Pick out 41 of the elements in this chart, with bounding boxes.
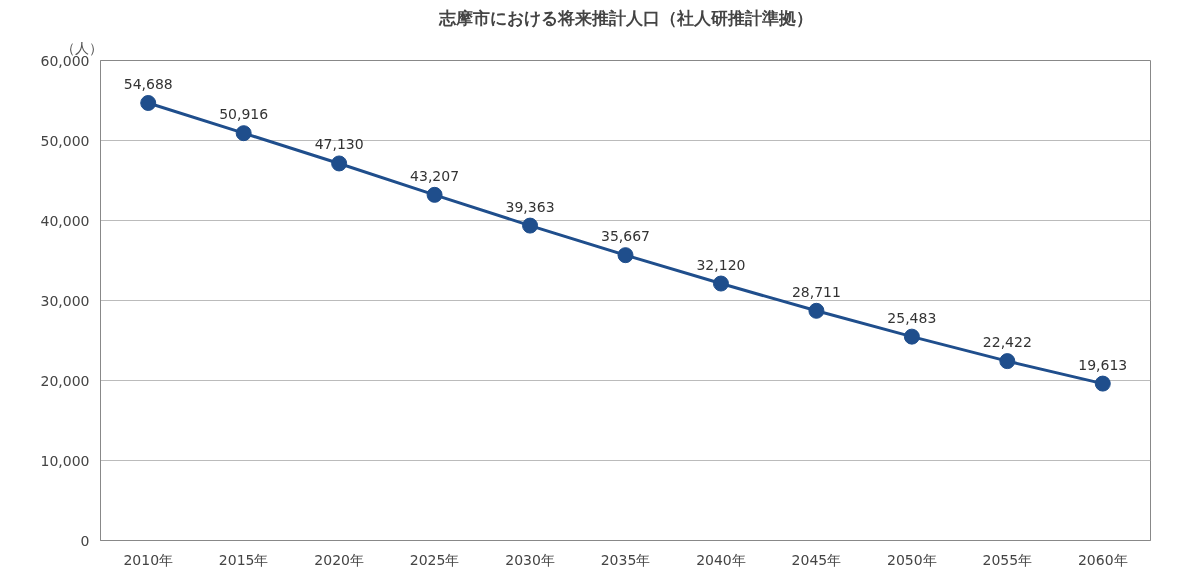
text: 19,613 xyxy=(1078,356,1128,373)
point xyxy=(426,186,443,203)
point xyxy=(1094,375,1111,392)
x-tick-label: 2015年 xyxy=(218,551,269,568)
text: 28,711 xyxy=(791,283,841,300)
x-tick-label: 2010年 xyxy=(123,551,174,568)
x-tick-label: 2025年 xyxy=(409,551,460,568)
y-tick-label: 40,000 xyxy=(40,212,90,229)
text: 25,483 xyxy=(887,309,937,326)
x-tick-label: 2040年 xyxy=(696,551,746,568)
y-tick-label: 30,000 xyxy=(40,292,90,309)
point xyxy=(617,247,634,264)
x-tick-label: 2030年 xyxy=(505,551,555,568)
point xyxy=(999,353,1016,370)
chart-title: 志摩市における将来推計人口（社人研推計準拠） xyxy=(437,7,813,28)
text: 22,422 xyxy=(982,334,1032,351)
text: 39,363 xyxy=(505,198,555,215)
point xyxy=(235,125,252,142)
point xyxy=(712,275,729,292)
x-tick-label: 2020年 xyxy=(314,551,364,568)
text: 32,120 xyxy=(696,256,746,273)
y-tick-label: 0 xyxy=(80,532,90,549)
x-tick-label: 2055年 xyxy=(982,551,1033,568)
x-tick-label: 2045年 xyxy=(791,551,842,568)
y-tick-label: 50,000 xyxy=(40,132,90,149)
point xyxy=(331,155,348,172)
x-tick-label: 2060年 xyxy=(1077,551,1128,568)
text: 50,916 xyxy=(219,106,269,123)
x-tick-label: 2050年 xyxy=(887,551,937,568)
text: 43,207 xyxy=(410,167,460,184)
y-tick-label: 10,000 xyxy=(40,452,90,469)
point xyxy=(903,328,920,345)
text: 35,667 xyxy=(601,228,651,245)
x-tick-label: 2035年 xyxy=(600,551,651,568)
point xyxy=(808,302,825,319)
text: 47,130 xyxy=(314,136,364,153)
y-axis-title: （人） xyxy=(60,39,103,56)
y-tick-label: 20,000 xyxy=(40,372,90,389)
point xyxy=(140,95,157,111)
point xyxy=(522,217,539,234)
text: 54,688 xyxy=(123,76,173,92)
